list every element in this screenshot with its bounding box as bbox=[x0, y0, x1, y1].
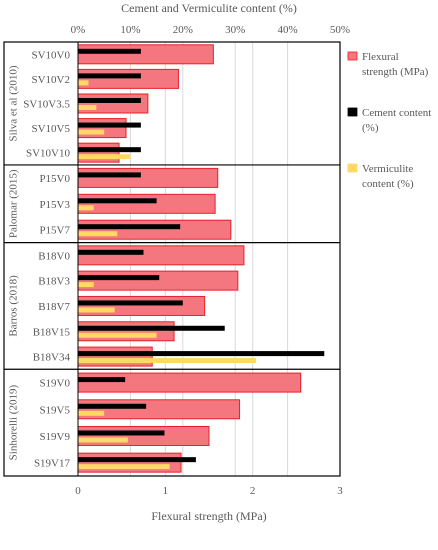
bar-cement-content bbox=[78, 275, 160, 281]
group-label: Palomar (2015) bbox=[8, 169, 20, 238]
legend-entry: Vermiculite content (%) bbox=[362, 163, 414, 190]
top-tick-label: 20% bbox=[173, 24, 193, 36]
bottom-tick-label: 0 bbox=[75, 485, 81, 497]
top-axis-title: Cement and Vermiculite content (%) bbox=[121, 1, 297, 15]
bar-vermiculite-content bbox=[78, 332, 157, 338]
legend-entry-line: strength (MPa) bbox=[362, 66, 429, 78]
legend-entry: Cement content (%) bbox=[362, 107, 431, 134]
category-label: B18V7 bbox=[38, 301, 70, 313]
bar-vermiculite-content bbox=[78, 80, 89, 86]
top-tick-label: 40% bbox=[278, 24, 298, 36]
bar-vermiculite-content bbox=[78, 410, 105, 416]
bar-vermiculite-content bbox=[78, 104, 97, 110]
bar-vermiculite-content bbox=[78, 154, 131, 160]
group-label: Barros (2018) bbox=[8, 275, 20, 337]
bar-cement-content bbox=[78, 147, 141, 153]
bar-cement-content bbox=[78, 249, 144, 255]
category-label: P15V7 bbox=[39, 225, 70, 237]
category-label: SV10V10 bbox=[26, 148, 71, 160]
category-label: B18V0 bbox=[38, 250, 70, 262]
bar-vermiculite-content bbox=[78, 231, 118, 237]
category-label: SV10V2 bbox=[31, 74, 70, 86]
bar-cement-content bbox=[78, 198, 157, 204]
bar-cement-content bbox=[78, 73, 141, 79]
bar-flexural-strength bbox=[77, 346, 153, 367]
bar-flexural-strength bbox=[77, 219, 232, 240]
category-label: B18V34 bbox=[33, 352, 71, 364]
bar-vermiculite-content bbox=[78, 437, 128, 443]
bar-flexural-strength bbox=[77, 142, 120, 163]
category-label: P15V3 bbox=[39, 199, 70, 211]
bar-flexural-strength bbox=[77, 245, 245, 266]
top-tick-label: 30% bbox=[225, 24, 245, 36]
category-label: SV10V0 bbox=[31, 49, 70, 61]
bar-cement-content bbox=[78, 48, 141, 54]
bar-cement-content bbox=[78, 224, 181, 230]
legend-swatch bbox=[347, 163, 358, 173]
bar-flexural-strength bbox=[77, 321, 175, 342]
category-label: P15V0 bbox=[39, 173, 70, 185]
bar-flexural-strength bbox=[77, 399, 241, 420]
legend-entry-line: Flexural bbox=[362, 51, 399, 63]
bar-vermiculite-content bbox=[78, 307, 115, 313]
category-label: S19V0 bbox=[39, 378, 70, 390]
bar-cement-content bbox=[78, 325, 225, 331]
bar-vermiculite-content bbox=[78, 464, 170, 470]
top-tick-label: 50% bbox=[330, 24, 350, 36]
category-label: B18V3 bbox=[38, 276, 70, 288]
bottom-tick-label: 2 bbox=[250, 485, 256, 497]
top-tick-label: 0% bbox=[71, 24, 86, 36]
bar-flexural-strength bbox=[77, 167, 219, 188]
bar-flexural-strength bbox=[77, 270, 239, 291]
category-label: B18V15 bbox=[33, 326, 71, 338]
bar-vermiculite-content bbox=[78, 282, 94, 288]
bar-cement-content bbox=[78, 377, 126, 383]
bar-flexural-strength bbox=[77, 425, 210, 446]
legend-entry-line: Cement content bbox=[362, 107, 431, 119]
bar-vermiculite-content bbox=[78, 129, 105, 135]
category-label: SV10V5 bbox=[31, 123, 70, 135]
top-tick-label: 10% bbox=[120, 24, 140, 36]
category-label: S19V17 bbox=[34, 458, 71, 470]
legend-swatch bbox=[347, 51, 358, 61]
bar-cement-content bbox=[78, 300, 183, 306]
bar-vermiculite-content bbox=[78, 358, 257, 364]
plot-frame bbox=[3, 41, 341, 477]
category-label: S19V9 bbox=[39, 431, 70, 443]
legend-entry-line: Vermiculite bbox=[362, 163, 413, 175]
category-label: SV10V3.5 bbox=[23, 98, 70, 110]
bar-flexural-strength bbox=[77, 118, 127, 139]
group-label: Sinhorelli (2019) bbox=[8, 385, 20, 461]
group-label: Silva et al (2010) bbox=[8, 65, 20, 141]
bar-flexural-strength bbox=[77, 372, 302, 393]
bar-flexural-strength bbox=[77, 295, 206, 316]
legend-entry-line: (%) bbox=[362, 122, 379, 134]
bar-flexural-strength bbox=[77, 44, 214, 65]
bar-vermiculite-content bbox=[78, 205, 94, 211]
bottom-tick-label: 1 bbox=[163, 485, 169, 497]
bar-flexural-strength bbox=[77, 193, 216, 214]
bar-cement-content bbox=[78, 351, 325, 357]
bottom-tick-label: 3 bbox=[337, 485, 343, 497]
bar-cement-content bbox=[78, 430, 165, 436]
bar-flexural-strength bbox=[77, 93, 149, 114]
bottom-axis-title: Flexural strength (MPa) bbox=[151, 509, 266, 523]
bar-flexural-strength bbox=[77, 68, 179, 89]
legend-entry: Flexural strength (MPa) bbox=[362, 51, 429, 78]
bar-flexural-strength bbox=[77, 452, 182, 473]
bar-cement-content bbox=[78, 403, 147, 409]
legend-entry-line: content (%) bbox=[362, 178, 414, 190]
bar-cement-content bbox=[78, 172, 141, 178]
bar-cement-content bbox=[78, 97, 141, 103]
bar-cement-content bbox=[78, 457, 196, 463]
category-label: S19V5 bbox=[39, 404, 70, 416]
bar-cement-content bbox=[78, 122, 141, 128]
legend-swatch bbox=[347, 107, 358, 117]
